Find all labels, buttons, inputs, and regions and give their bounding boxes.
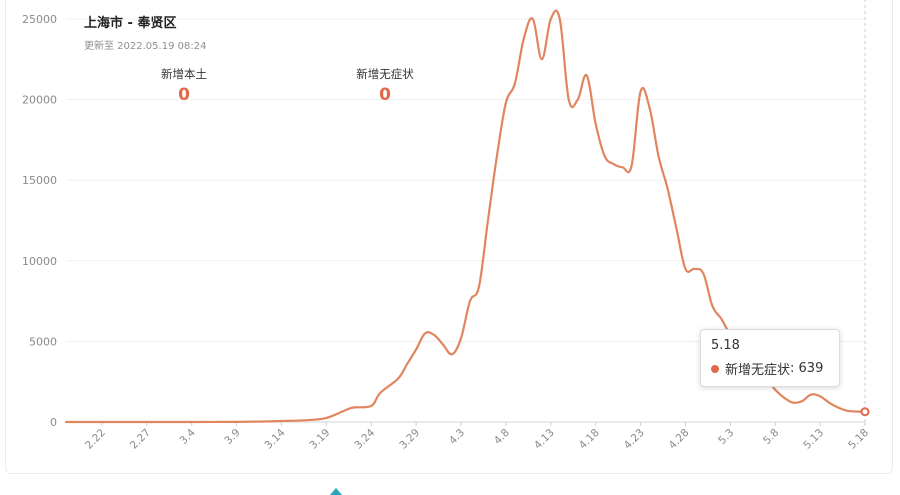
chart-title: 上海市 - 奉贤区 xyxy=(84,16,177,31)
x-tick-label-2.27: 2.27 xyxy=(128,427,153,452)
x-tick-label-3.14: 3.14 xyxy=(263,426,288,451)
series-dot-icon xyxy=(711,364,719,373)
x-tick-label-4.18: 4.18 xyxy=(577,427,602,452)
tooltip-value: 639 xyxy=(798,361,824,376)
x-tick-label-3.4: 3.4 xyxy=(178,426,199,447)
data-tooltip: 5.18 新增无症状: 639 xyxy=(700,329,840,387)
stat-new-local-value: 0 xyxy=(178,85,190,105)
x-tick-label-4.13: 4.13 xyxy=(532,427,557,452)
stat-new-asymptomatic-label: 新增无症状 xyxy=(356,67,414,81)
y-tick-label-5000: 5000 xyxy=(29,335,57,348)
x-tick-label-5.18: 5.18 xyxy=(846,427,871,452)
y-tick-label-10000: 10000 xyxy=(22,255,57,268)
y-tick-label-20000: 20000 xyxy=(22,94,57,107)
tooltip-row: 新增无症状: 639 xyxy=(711,359,829,378)
stat-new-local-label: 新增本土 xyxy=(161,67,207,81)
x-tick-label-5.8: 5.8 xyxy=(761,427,781,447)
y-axis-labels: 0 5000 10000 15000 20000 25000 xyxy=(22,13,57,429)
x-tick-label-5.13: 5.13 xyxy=(801,427,826,452)
tooltip-series-label: 新增无症状 xyxy=(725,363,791,378)
grid-lines xyxy=(66,18,865,342)
y-tick-label-25000: 25000 xyxy=(22,13,57,26)
y-tick-label-0: 0 xyxy=(50,416,57,429)
x-tick-label-5.3: 5.3 xyxy=(716,427,736,447)
update-timestamp: 更新至 2022.05.19 08:24 xyxy=(84,41,207,52)
tooltip-separator: : xyxy=(790,361,799,376)
x-tick-label-3.19: 3.19 xyxy=(307,427,332,452)
tooltip-date: 5.18 xyxy=(711,338,740,353)
x-tick-label-4.3: 4.3 xyxy=(447,427,467,447)
x-tick-label-4.23: 4.23 xyxy=(622,427,647,452)
stat-new-local: 新增本土 0 xyxy=(129,66,239,105)
x-tick-label-4.8: 4.8 xyxy=(492,427,512,447)
stat-new-asymptomatic: 新增无症状 0 xyxy=(330,66,440,105)
stat-new-asymptomatic-value: 0 xyxy=(379,85,391,105)
x-tick-label-3.24: 3.24 xyxy=(352,426,377,451)
chart-card xyxy=(5,0,893,474)
x-tick-label-3.9: 3.9 xyxy=(222,427,242,447)
x-tick-label-4.28: 4.28 xyxy=(667,427,692,452)
x-tick-label-2.22: 2.22 xyxy=(83,427,108,452)
highlight-point xyxy=(860,407,870,417)
x-tick-label-3.29: 3.29 xyxy=(397,427,422,452)
scroll-indicator-icon[interactable] xyxy=(330,488,342,495)
y-tick-label-15000: 15000 xyxy=(22,174,57,187)
